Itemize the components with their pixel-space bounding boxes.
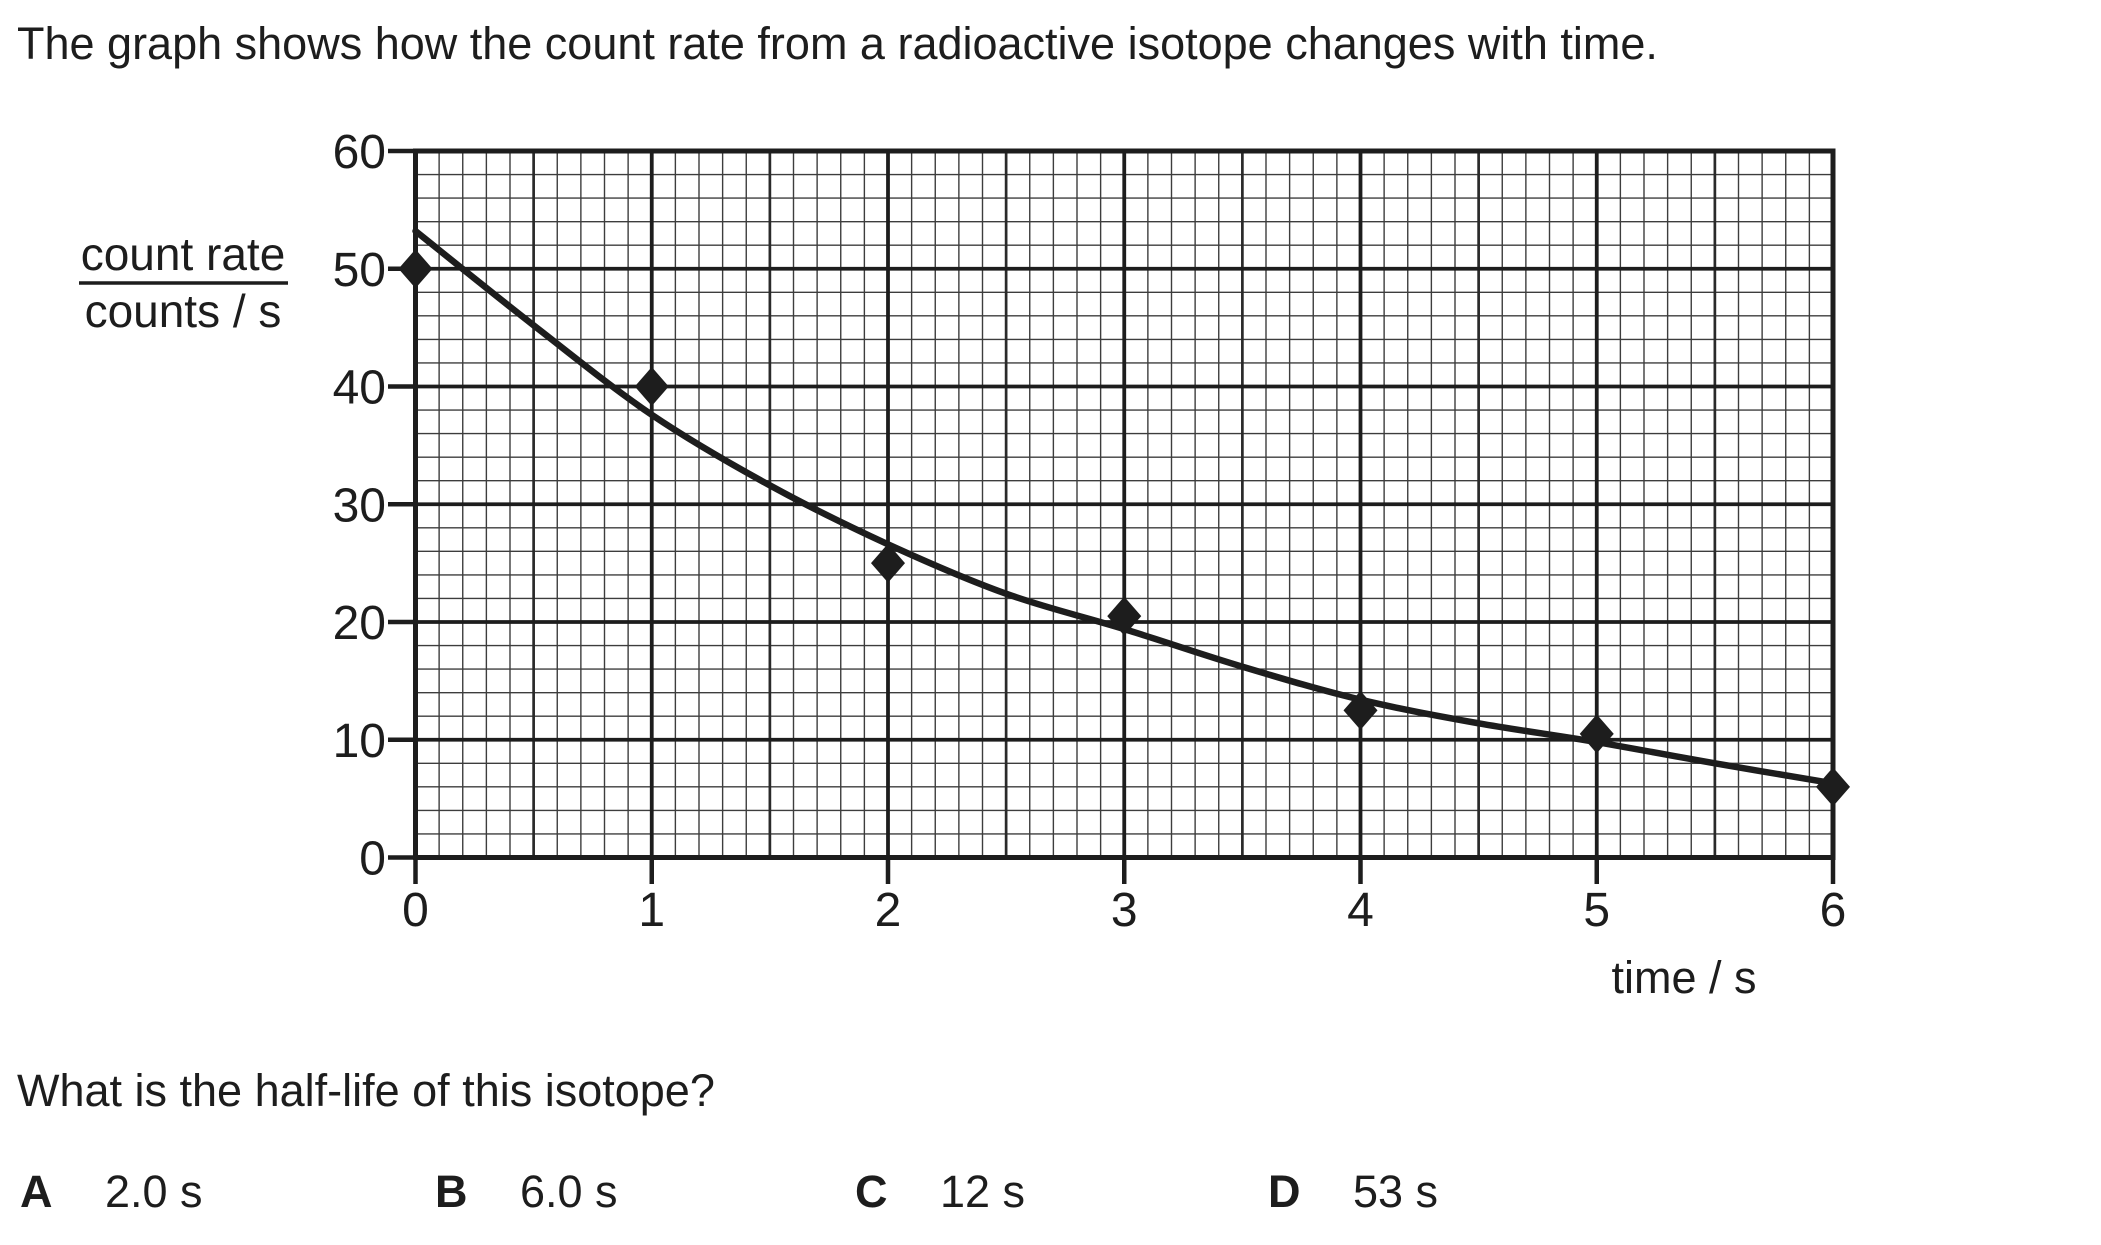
y-tick-label: 10	[333, 715, 386, 768]
x-tick-label: 1	[638, 884, 665, 937]
plot-grid	[415, 151, 1833, 858]
option-b-value: 6.0 s	[520, 1166, 618, 1217]
option-c: C 12 s	[855, 1166, 1025, 1218]
x-tick-label: 4	[1347, 884, 1374, 937]
option-b: B 6.0 s	[435, 1166, 618, 1218]
option-b-letter: B	[435, 1166, 468, 1217]
option-d-value: 53 s	[1353, 1166, 1439, 1217]
y-tick-label: 20	[333, 597, 386, 650]
option-c-value: 12 s	[940, 1166, 1026, 1217]
y-axis-label-numerator: count rate	[81, 228, 286, 280]
x-tick-label: 0	[402, 884, 429, 937]
question-intro-text: The graph shows how the count rate from …	[17, 18, 1658, 69]
y-axis-label-denominator: counts / s	[85, 285, 282, 337]
x-tick-label: 6	[1820, 884, 1847, 937]
x-axis-label-text: time / s	[1611, 952, 1756, 1003]
x-tick-label: 2	[875, 884, 902, 937]
data-point	[1816, 767, 1850, 807]
y-tick-label: 0	[359, 833, 386, 886]
x-tick-labels: 0 1 2 3 4 5 6	[402, 884, 1846, 937]
data-point	[871, 543, 905, 583]
y-tick-label: 50	[333, 244, 386, 297]
data-point	[398, 249, 433, 289]
question-text: What is the half-life of this isotope?	[17, 1065, 715, 1116]
y-tick-label: 60	[333, 126, 386, 179]
count-rate-time-graph: 0 10 20 30 40 50 60 0 1 2 3 4 5 6 count rate counts / s…	[79, 126, 1850, 1003]
data-point	[1579, 714, 1614, 754]
option-d-letter: D	[1268, 1166, 1301, 1217]
x-tick-label: 5	[1583, 884, 1610, 937]
x-axis-ticks	[413, 857, 1836, 884]
option-a-value: 2.0 s	[105, 1166, 203, 1217]
data-point	[634, 367, 669, 406]
y-tick-label: 30	[333, 479, 386, 532]
x-tick-label: 3	[1111, 884, 1138, 937]
y-tick-label: 40	[333, 362, 386, 415]
option-a-letter: A	[20, 1166, 53, 1217]
data-point	[1343, 690, 1378, 730]
option-c-letter: C	[855, 1166, 888, 1217]
option-d: D 53 s	[1268, 1166, 1438, 1218]
x-axis-label: time / s	[1611, 952, 1756, 1003]
option-a: A 2.0 s	[20, 1166, 203, 1218]
data-point	[1107, 596, 1142, 636]
y-tick-labels: 0 10 20 30 40 50 60	[333, 126, 386, 886]
data-point-markers	[398, 249, 1850, 807]
